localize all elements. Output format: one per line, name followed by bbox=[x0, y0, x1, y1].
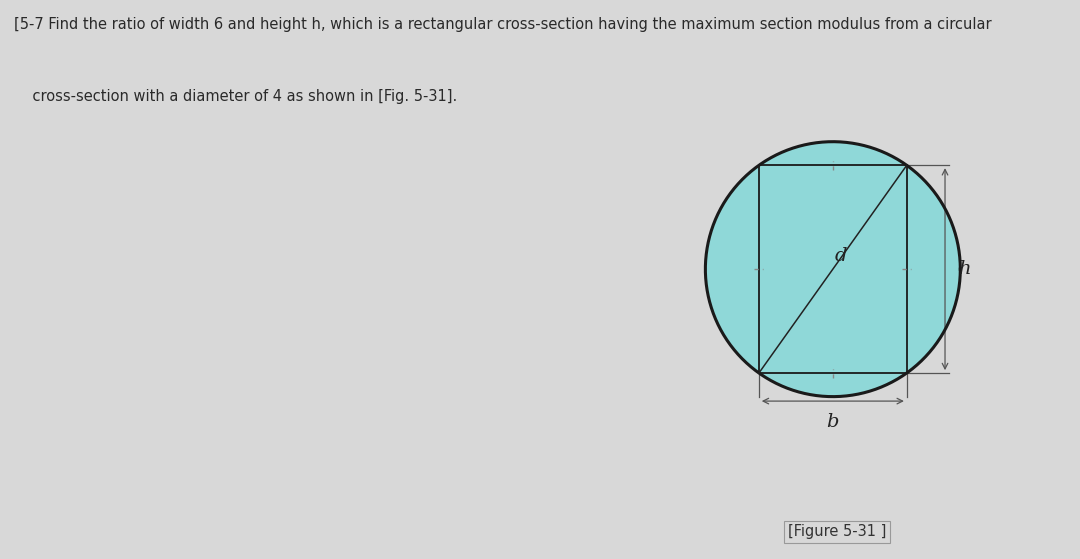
Text: [Figure 5-31 ]: [Figure 5-31 ] bbox=[787, 524, 887, 539]
Text: cross-section with a diameter of 4 as shown in [Fig. 5-31].: cross-section with a diameter of 4 as sh… bbox=[14, 89, 457, 105]
Text: h: h bbox=[958, 260, 970, 278]
Text: b: b bbox=[826, 413, 839, 430]
Text: [5-7 Find the ratio of width 6 and height h, which is a rectangular cross-sectio: [5-7 Find the ratio of width 6 and heigh… bbox=[14, 17, 991, 32]
Polygon shape bbox=[759, 165, 907, 373]
Polygon shape bbox=[705, 141, 960, 397]
Text: d: d bbox=[834, 248, 847, 266]
